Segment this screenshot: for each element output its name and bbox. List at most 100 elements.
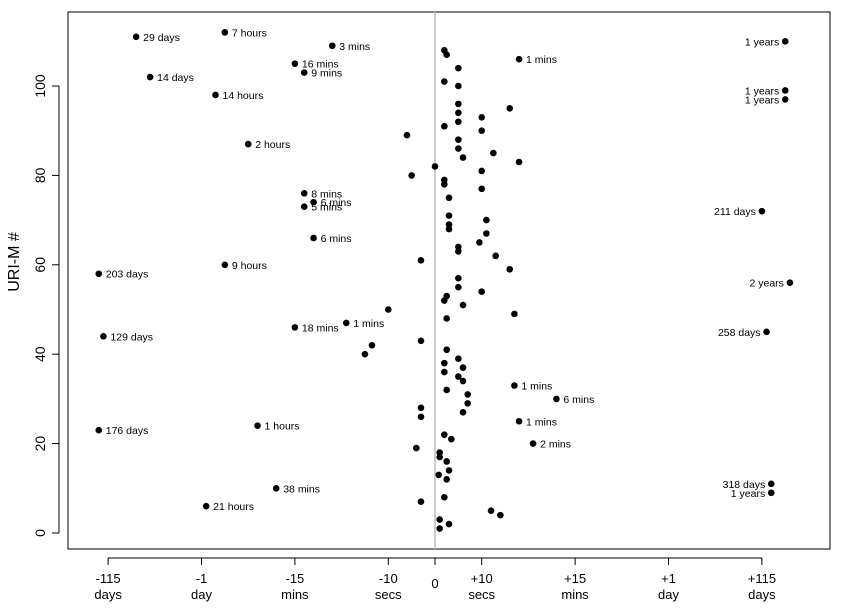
data-point (443, 346, 450, 354)
point-label: 1 years (745, 36, 779, 48)
data-point (441, 78, 448, 85)
data-point (483, 230, 490, 237)
data-point (529, 440, 537, 447)
data-point (443, 476, 450, 483)
data-point (553, 395, 560, 403)
point-label: 7 hours (232, 27, 267, 39)
point-label: 2 hours (255, 139, 290, 151)
x-tick-label-top: +10 (471, 571, 493, 586)
data-point (385, 306, 392, 313)
data-point (272, 485, 280, 492)
data-point (244, 140, 252, 148)
data-point (497, 511, 504, 519)
x-tick-label-bottom: day (658, 587, 679, 602)
data-point (291, 324, 299, 331)
x-tick-label-bottom: secs (375, 587, 402, 602)
x-tick-label-bottom: days (94, 587, 122, 602)
point-label: 258 days (718, 327, 761, 339)
data-point (441, 431, 448, 438)
data-point (487, 507, 495, 514)
data-point (328, 42, 336, 50)
data-point (506, 265, 514, 273)
point-label: 6 mins (321, 197, 352, 209)
data-point (441, 359, 448, 367)
data-point (417, 404, 425, 412)
data-point (490, 149, 497, 157)
data-point (443, 292, 450, 300)
x-tick-label-top: +1 (661, 571, 676, 586)
data-point (436, 516, 443, 523)
data-point (455, 109, 462, 117)
data-point (455, 118, 462, 126)
data-point (459, 154, 467, 161)
x-tick-label-bottom: day (191, 587, 212, 602)
data-point (455, 373, 462, 380)
data-point (132, 33, 140, 41)
point-label: 1 mins (526, 416, 557, 428)
data-point (767, 489, 775, 497)
x-tick-label-top: -115 (96, 571, 121, 586)
data-point (445, 520, 453, 528)
data-point (455, 355, 462, 362)
data-point (464, 400, 471, 407)
x-tick-label-top: +15 (564, 571, 586, 586)
data-point (758, 207, 766, 215)
data-point (455, 283, 462, 291)
data-point (459, 301, 467, 309)
x-tick-label-bottom: days (748, 587, 776, 602)
data-point (492, 252, 500, 260)
data-point (478, 288, 486, 295)
point-label: 1 years (745, 85, 779, 97)
data-point (300, 69, 308, 76)
x-tick-label-bottom: 0 (431, 576, 438, 591)
data-point (441, 176, 448, 184)
data-point (212, 91, 219, 99)
data-point (441, 46, 448, 54)
data-point (455, 64, 462, 72)
point-label: 5 mins (311, 202, 342, 214)
point-label: 129 days (110, 331, 153, 343)
data-point (445, 194, 453, 202)
data-point (455, 274, 462, 282)
point-label: 1 mins (353, 318, 384, 330)
data-point (300, 189, 308, 197)
y-tick-label: 100 (32, 74, 48, 98)
point-label: 8 mins (311, 188, 342, 200)
point-label: 1 hours (265, 421, 300, 433)
point-label: 18 mins (302, 322, 339, 334)
y-axis-title: URI-M # (6, 232, 23, 292)
data-point (445, 467, 453, 474)
point-label: 29 days (143, 32, 180, 44)
data-point (435, 471, 443, 479)
data-point (455, 82, 462, 90)
point-label: 38 mins (283, 483, 320, 495)
data-point (506, 105, 514, 112)
x-tick-label-top: +115 (748, 571, 776, 586)
data-point (417, 413, 425, 421)
data-point (455, 100, 462, 108)
data-point (483, 216, 490, 224)
data-point (511, 382, 518, 389)
data-point (478, 167, 486, 175)
data-point (441, 368, 448, 376)
data-point (146, 73, 154, 81)
data-point (445, 221, 453, 228)
data-point (254, 422, 261, 430)
data-point (781, 87, 789, 94)
data-point (441, 493, 448, 501)
data-point (515, 55, 523, 63)
data-point (511, 310, 518, 318)
data-point (781, 38, 789, 45)
data-point (476, 239, 483, 246)
data-point (361, 350, 369, 358)
x-tick-label-bottom: mins (561, 587, 589, 602)
data-point (455, 145, 462, 152)
point-label: 6 mins (321, 233, 352, 245)
data-point (310, 198, 317, 206)
plot-frame (67, 11, 831, 550)
point-label: 176 days (106, 425, 149, 437)
point-label: 211 days (714, 206, 756, 218)
data-point (436, 449, 443, 456)
data-point (413, 444, 420, 452)
